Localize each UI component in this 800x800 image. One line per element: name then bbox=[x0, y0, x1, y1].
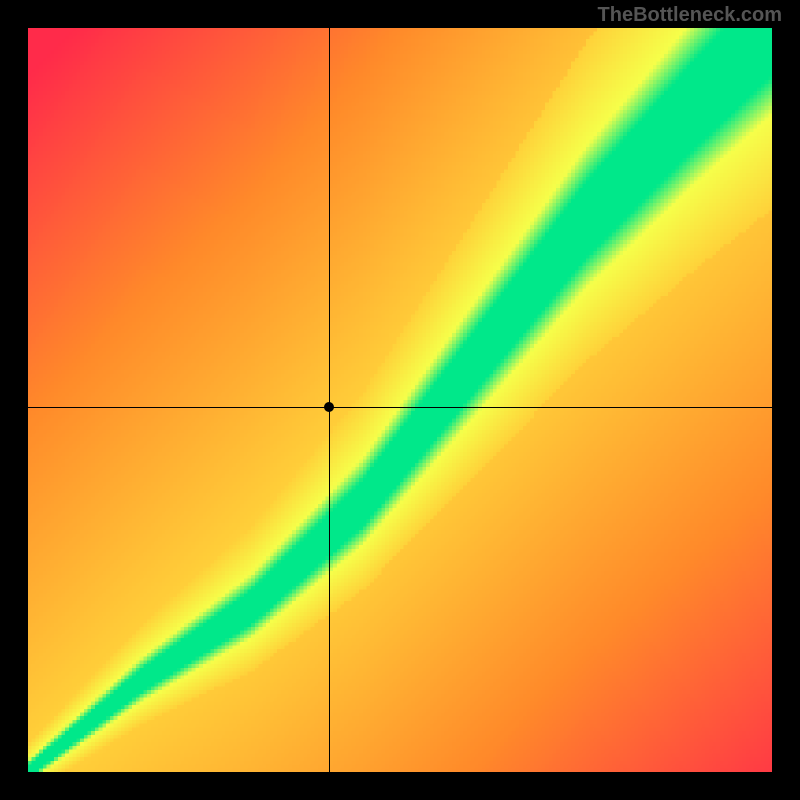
watermark-text: TheBottleneck.com bbox=[598, 4, 782, 27]
plot-frame bbox=[28, 28, 772, 772]
crosshair-vertical bbox=[329, 28, 330, 772]
chart-container: TheBottleneck.com bbox=[0, 0, 800, 800]
heatmap-canvas bbox=[28, 28, 772, 772]
crosshair-marker bbox=[324, 402, 334, 412]
crosshair-horizontal bbox=[28, 407, 772, 408]
